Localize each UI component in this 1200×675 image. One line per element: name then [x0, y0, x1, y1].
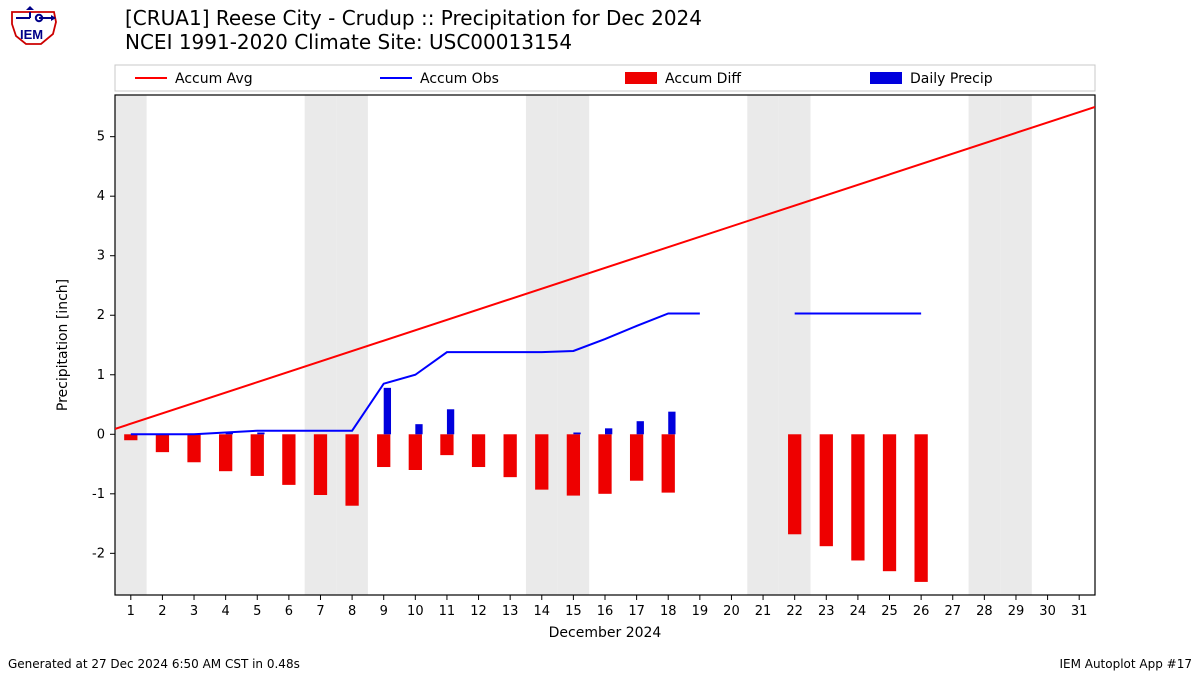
- x-tick-label: 20: [723, 604, 740, 619]
- x-tick-label: 21: [755, 604, 772, 619]
- x-tick-label: 6: [285, 604, 293, 619]
- daily-precip-bar: [668, 412, 675, 435]
- x-tick-label: 19: [692, 604, 709, 619]
- x-tick-label: 16: [597, 604, 614, 619]
- x-tick-label: 29: [1008, 604, 1025, 619]
- daily-precip-bar: [415, 424, 422, 434]
- legend-accum-avg-label: Accum Avg: [175, 71, 253, 87]
- accum-diff-bar: [598, 434, 611, 494]
- accum-diff-bar: [883, 434, 896, 571]
- x-tick-label: 18: [660, 604, 677, 619]
- plot-border: [115, 95, 1095, 595]
- weekend-band: [747, 95, 779, 595]
- x-tick-label: 1: [127, 604, 135, 619]
- x-tick-label: 9: [380, 604, 388, 619]
- x-axis-label: December 2024: [549, 625, 662, 641]
- y-tick-label: 5: [97, 130, 105, 145]
- legend-daily-precip-label: Daily Precip: [910, 71, 993, 87]
- y-tick-label: 0: [97, 427, 105, 442]
- daily-precip-bar: [447, 409, 454, 434]
- y-tick-label: 2: [97, 308, 105, 323]
- y-tick-label: 3: [97, 249, 105, 264]
- weekend-band: [558, 95, 590, 595]
- x-tick-label: 27: [944, 604, 961, 619]
- y-tick-label: 4: [97, 189, 105, 204]
- accum-diff-bar: [567, 434, 580, 495]
- accum-diff-bar: [788, 434, 801, 534]
- legend-accum-diff-label: Accum Diff: [665, 71, 741, 87]
- accum-diff-bar: [504, 434, 517, 477]
- x-tick-label: 11: [439, 604, 456, 619]
- x-tick-label: 2: [158, 604, 166, 619]
- accum-diff-bar: [820, 434, 833, 546]
- accum-diff-bar: [156, 434, 169, 452]
- accum-diff-bar: [630, 434, 643, 480]
- x-tick-label: 14: [534, 604, 551, 619]
- accum-diff-bar: [662, 434, 675, 492]
- accum-diff-bar: [282, 434, 295, 485]
- weekend-band: [969, 95, 1001, 595]
- accum-diff-bar: [440, 434, 453, 455]
- footer-left: Generated at 27 Dec 2024 6:50 AM CST in …: [8, 657, 300, 671]
- accum-diff-bar: [851, 434, 864, 560]
- weekend-band: [526, 95, 558, 595]
- x-tick-label: 3: [190, 604, 198, 619]
- weekend-band: [336, 95, 368, 595]
- legend-accum-obs-label: Accum Obs: [420, 71, 499, 87]
- legend-accum-diff-swatch: [625, 72, 657, 84]
- accum-diff-bar: [472, 434, 485, 467]
- daily-precip-bar: [384, 388, 391, 434]
- accum-diff-bar: [187, 434, 200, 462]
- y-tick-label: 1: [97, 368, 105, 383]
- accum-diff-bar: [535, 434, 548, 489]
- daily-precip-bar: [605, 428, 612, 434]
- x-tick-label: 8: [348, 604, 356, 619]
- daily-precip-bar: [257, 433, 264, 435]
- x-tick-label: 4: [222, 604, 230, 619]
- accum-obs-line: [131, 313, 700, 434]
- accum-diff-bar: [377, 434, 390, 467]
- x-tick-label: 31: [1071, 604, 1088, 619]
- x-tick-label: 13: [502, 604, 519, 619]
- accum-diff-bar: [251, 434, 264, 476]
- x-tick-label: 5: [253, 604, 261, 619]
- y-tick-label: -2: [92, 546, 105, 561]
- footer-right: IEM Autoplot App #17: [1059, 657, 1192, 671]
- x-tick-label: 24: [850, 604, 867, 619]
- x-tick-label: 22: [786, 604, 803, 619]
- y-axis-label: Precipitation [inch]: [55, 279, 71, 411]
- legend-daily-precip-swatch: [870, 72, 902, 84]
- x-tick-label: 30: [1039, 604, 1056, 619]
- x-tick-label: 12: [470, 604, 487, 619]
- plot-svg: 1234567891011121314151617181920212223242…: [0, 0, 1200, 675]
- x-tick-label: 15: [565, 604, 582, 619]
- accum-diff-bar: [914, 434, 927, 582]
- y-tick-label: -1: [92, 487, 105, 502]
- weekend-band: [115, 95, 147, 595]
- x-tick-label: 10: [407, 604, 424, 619]
- accum-diff-bar: [219, 434, 232, 471]
- weekend-band: [1000, 95, 1032, 595]
- accum-diff-bar: [409, 434, 422, 470]
- weekend-band: [305, 95, 337, 595]
- x-tick-label: 25: [881, 604, 898, 619]
- x-tick-label: 17: [628, 604, 645, 619]
- chart-root: IEM [CRUA1] Reese City - Crudup :: Preci…: [0, 0, 1200, 675]
- accum-diff-bar: [314, 434, 327, 495]
- daily-precip-bar: [637, 421, 644, 434]
- accum-diff-bar: [345, 434, 358, 505]
- x-tick-label: 23: [818, 604, 835, 619]
- x-tick-label: 26: [913, 604, 930, 619]
- daily-precip-bar: [573, 433, 580, 435]
- x-tick-label: 28: [976, 604, 993, 619]
- accum-avg-line: [115, 107, 1095, 429]
- x-tick-label: 7: [316, 604, 324, 619]
